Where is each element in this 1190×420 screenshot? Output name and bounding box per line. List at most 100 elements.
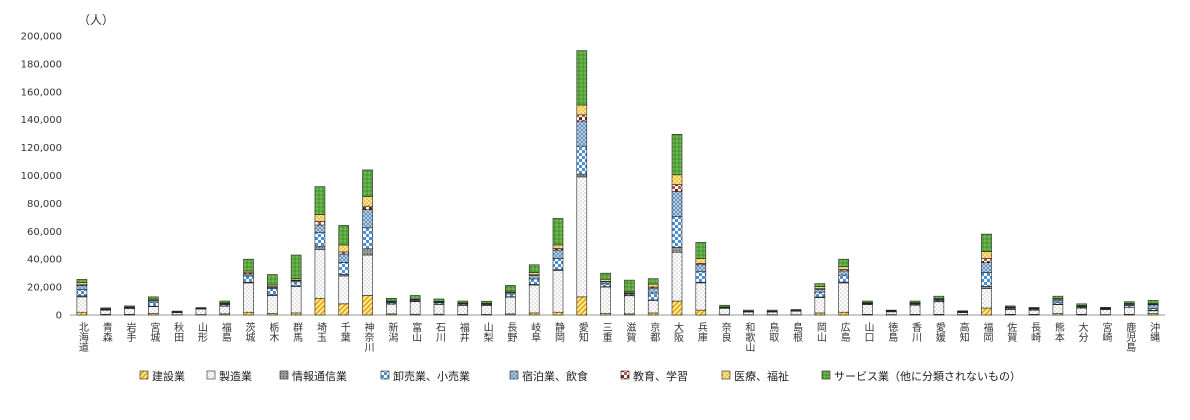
category-label: 千葉 [338,322,350,343]
category-label: 広島 [838,321,850,343]
category-label: 京都 [648,321,660,343]
bar-segment [171,310,183,313]
bar-segment [362,205,373,210]
bar-segment [814,312,826,316]
bar-segment [957,312,968,315]
y-tick-label: 200,000 [21,32,62,43]
bar-segment [743,309,754,312]
bar-segment [1052,299,1064,303]
bar-segment [981,286,992,289]
bar-segment [100,307,112,310]
bar-segment [290,254,302,280]
bar-segment [338,262,350,275]
bar-segment [243,282,254,313]
legend-swatch [139,370,149,380]
bar-segment [124,305,135,308]
bar-segment [290,281,302,287]
category-label: 岐阜 [529,321,541,343]
bar-segment [576,104,588,116]
category-label: 宮城 [148,321,160,343]
bar-segment [481,300,492,304]
bar-segment [386,297,397,302]
category-label: 滋賀 [624,321,636,343]
category-label: 香川 [910,322,922,342]
category-label: 山梨 [481,322,493,343]
bar-segment [838,258,849,268]
category-label: 石川 [433,322,445,342]
bar-segment [243,275,254,283]
bar-segment [528,272,540,275]
y-tick-label: 20,000 [27,283,62,294]
y-axis: 0 20,000 40,000 60,000 80,000 100,000 120,000 1… [21,32,1165,322]
bar-segment [671,134,683,176]
bar-segment [528,264,540,273]
bar-segment [671,247,683,253]
category-label: 福井 [457,321,469,343]
unit-label: （人） [78,13,114,27]
bar-segment [671,191,683,217]
category-label: 岩手 [124,321,136,343]
bar-segment [1147,308,1159,311]
bar-segment [362,254,373,296]
category-label: 栃木 [267,321,279,343]
bar-segment [338,275,350,305]
bar-segment [457,300,469,304]
bar-segment [624,295,635,315]
bar-segment [743,311,754,316]
bar-segment [1147,310,1159,314]
bar-segment [838,266,849,270]
legend-label: 宿泊業、飲食 [522,369,588,383]
category-label: 長野 [505,322,517,342]
bars-layer [76,50,1159,316]
category-label: 福島 [219,321,231,343]
bar-segment [1123,307,1135,315]
category-label: 三重 [600,322,612,342]
bar-segment [552,218,564,246]
x-axis: 北海道 青森 岩手 宮城 秋田 山形 福島 茨城 栃木 群馬 埼玉 千葉 神奈川 新潟 富山 石川 福井 山梨 長野… [76,321,1159,353]
category-label: 長崎 [1029,322,1041,342]
bar-segment [695,242,707,259]
legend-label: 教育、学習 [633,369,688,383]
y-tick-label: 80,000 [27,199,62,210]
legend-swatch [206,370,216,380]
bar-segment [671,174,683,185]
bar-segment [148,306,159,314]
legend: 建設業 製造業 情報通信業 卸売業、小売業 宿泊業、飲食 教育、学習 医療、福祉 サービス業（… [139,369,1021,383]
bar-segment [647,283,659,288]
category-label: 愛媛 [933,321,945,343]
bar-segment [362,196,373,207]
bar-segment [267,295,278,314]
bar-segment [1076,303,1087,306]
bar-segment [505,293,516,298]
bar-segment [576,50,588,106]
bar-segment [766,309,778,312]
bar-segment [624,279,635,293]
category-label: 大分 [1076,321,1088,343]
bar-segment [981,251,992,259]
bar-segment [76,296,88,313]
y-tick-label: 180,000 [21,59,62,70]
category-label: 島根 [791,321,803,343]
category-label: 山形 [195,322,207,343]
bar-segment [695,258,707,264]
bar-segment [505,285,516,292]
legend-label: 建設業 [152,369,185,383]
bar-segment [1052,304,1064,314]
bar-segment [719,304,730,308]
bar-segment [576,296,588,316]
bar-segment [552,258,564,270]
bar-segment [600,286,611,314]
bar-segment [814,289,826,293]
legend-swatch [821,370,831,380]
bar-segment [814,297,826,314]
legend-label: 医療、福祉 [734,369,789,383]
category-label: 宮崎 [1100,321,1112,342]
bar-segment [219,300,231,304]
bar-segment [552,249,564,259]
bar-segment [314,246,326,250]
category-label: 茨城 [243,321,255,343]
bar-segment [1052,295,1064,299]
bar-segment [1004,309,1016,315]
bar-segment [314,297,326,316]
